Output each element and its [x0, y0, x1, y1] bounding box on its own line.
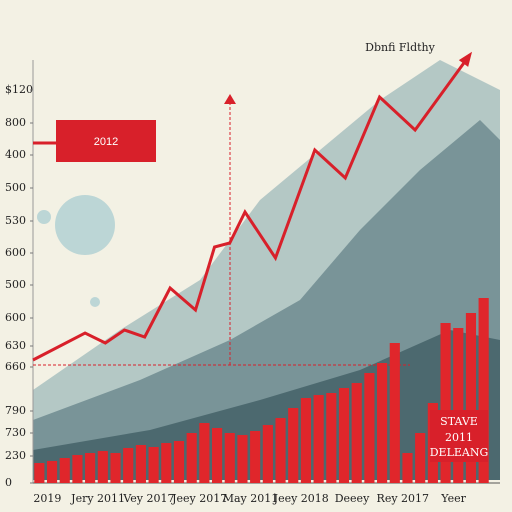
x-tick-label: Jeey 2018 [273, 492, 329, 505]
y-tick-label: 530 [5, 214, 26, 227]
x-tick-label: Vey 2017 [122, 492, 174, 505]
bar [199, 423, 210, 483]
bar [173, 441, 185, 483]
y-tick-label: 0 [5, 476, 12, 489]
callout-text: 2012 [94, 136, 118, 148]
bar [465, 313, 477, 483]
bar [186, 433, 197, 483]
y-tick-label: 400 [5, 148, 26, 161]
bar [148, 447, 159, 483]
bar [72, 455, 83, 483]
x-tick-label: Yeer [440, 492, 466, 505]
arrow-head [224, 94, 236, 104]
bar [135, 445, 146, 483]
bar [123, 448, 134, 483]
x-tick-label: Rey 2017 [377, 492, 430, 505]
bar [224, 433, 235, 483]
x-tick-label: Jeey 2017 [171, 492, 227, 505]
decor-circle [55, 195, 115, 255]
y-tick-label: 600 [5, 311, 26, 324]
y-tick-label: 500 [5, 181, 26, 194]
label-text: STAVE [440, 415, 478, 428]
bar [275, 418, 286, 483]
y-tick-label: 500 [5, 278, 26, 291]
line [32, 54, 471, 362]
bar [211, 428, 223, 483]
bar [262, 425, 273, 483]
bar [478, 298, 489, 483]
bar [377, 363, 388, 483]
y-tick-label: 730 [5, 426, 26, 439]
y-tick-label: 230 [5, 449, 26, 462]
bar [389, 343, 400, 483]
decor-circle [90, 297, 100, 307]
y-tick-label: 790 [5, 404, 26, 417]
bar [110, 453, 121, 483]
bar [97, 451, 108, 483]
decor-circle [37, 210, 51, 224]
y-tick-label: 660 [5, 360, 26, 373]
bar [34, 463, 45, 483]
x-tick-label: May 2011 [223, 492, 279, 505]
bar [364, 373, 375, 483]
label-box [430, 410, 488, 462]
bar [338, 388, 350, 483]
label-text: DELEANG [430, 446, 489, 459]
x-tick-label: Jery 2011 [70, 492, 125, 505]
bar [326, 393, 337, 483]
bar [46, 461, 58, 483]
bar [351, 383, 362, 483]
annotation: Dbnfi Fldthy [365, 41, 435, 54]
y-tick-label: 800 [5, 116, 26, 129]
y-tick-label: 600 [5, 246, 26, 259]
bar [440, 323, 451, 483]
bar [237, 435, 248, 483]
bar [161, 443, 172, 483]
bar [300, 398, 312, 483]
bar [313, 395, 324, 483]
y-tick-label: $120 [5, 83, 33, 96]
bar [453, 328, 464, 483]
bar [415, 433, 426, 483]
y-tick-label: 630 [5, 339, 26, 352]
callout-box [56, 120, 156, 162]
bar [59, 458, 70, 483]
bar [402, 453, 413, 483]
arrow-head [458, 51, 473, 67]
x-tick-label: 2019 [33, 492, 61, 505]
x-tick-label: Deeey [335, 492, 370, 505]
bar [85, 453, 96, 483]
label-text: 2011 [445, 431, 473, 444]
bar [288, 408, 299, 483]
bar [250, 431, 261, 483]
